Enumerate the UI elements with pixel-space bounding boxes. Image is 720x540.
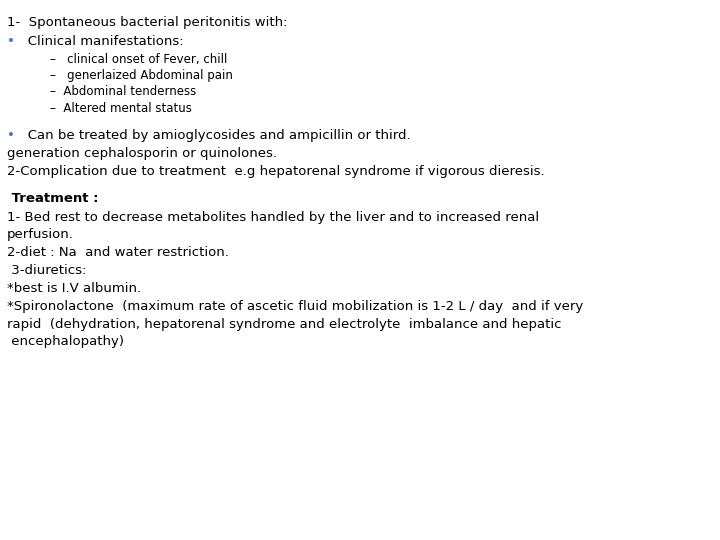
Text: 2-Complication due to treatment  e.g hepatorenal syndrome if vigorous dieresis.: 2-Complication due to treatment e.g hepa…: [7, 165, 545, 178]
Text: Treatment :: Treatment :: [7, 192, 99, 205]
Text: •: •: [7, 35, 15, 48]
Text: rapid  (dehydration, hepatorenal syndrome and electrolyte  imbalance and hepatic: rapid (dehydration, hepatorenal syndrome…: [7, 318, 562, 330]
Text: 3-diuretics:: 3-diuretics:: [7, 264, 86, 277]
Text: –   generlaized Abdominal pain: – generlaized Abdominal pain: [50, 69, 233, 82]
Text: *best is I.V albumin.: *best is I.V albumin.: [7, 282, 141, 295]
Text: perfusion.: perfusion.: [7, 228, 74, 241]
Text: 2-diet : Na  and water restriction.: 2-diet : Na and water restriction.: [7, 246, 229, 259]
Text: Can be treated by amioglycosides and ampicillin or third.: Can be treated by amioglycosides and amp…: [15, 129, 410, 141]
Text: –  Abdominal tenderness: – Abdominal tenderness: [50, 85, 197, 98]
Text: encephalopathy): encephalopathy): [7, 335, 125, 348]
Text: 1- Bed rest to decrease metabolites handled by the liver and to increased renal: 1- Bed rest to decrease metabolites hand…: [7, 211, 539, 224]
Text: 1-  Spontaneous bacterial peritonitis with:: 1- Spontaneous bacterial peritonitis wit…: [7, 16, 288, 29]
Text: generation cephalosporin or quinolones.: generation cephalosporin or quinolones.: [7, 147, 277, 160]
Text: •: •: [7, 129, 15, 141]
Text: Clinical manifestations:: Clinical manifestations:: [15, 35, 184, 48]
Text: –  Altered mental status: – Altered mental status: [50, 102, 192, 114]
Text: –   clinical onset of Fever, chill: – clinical onset of Fever, chill: [50, 53, 228, 66]
Text: *Spironolactone  (maximum rate of ascetic fluid mobilization is 1-2 L / day  and: *Spironolactone (maximum rate of ascetic…: [7, 300, 583, 313]
